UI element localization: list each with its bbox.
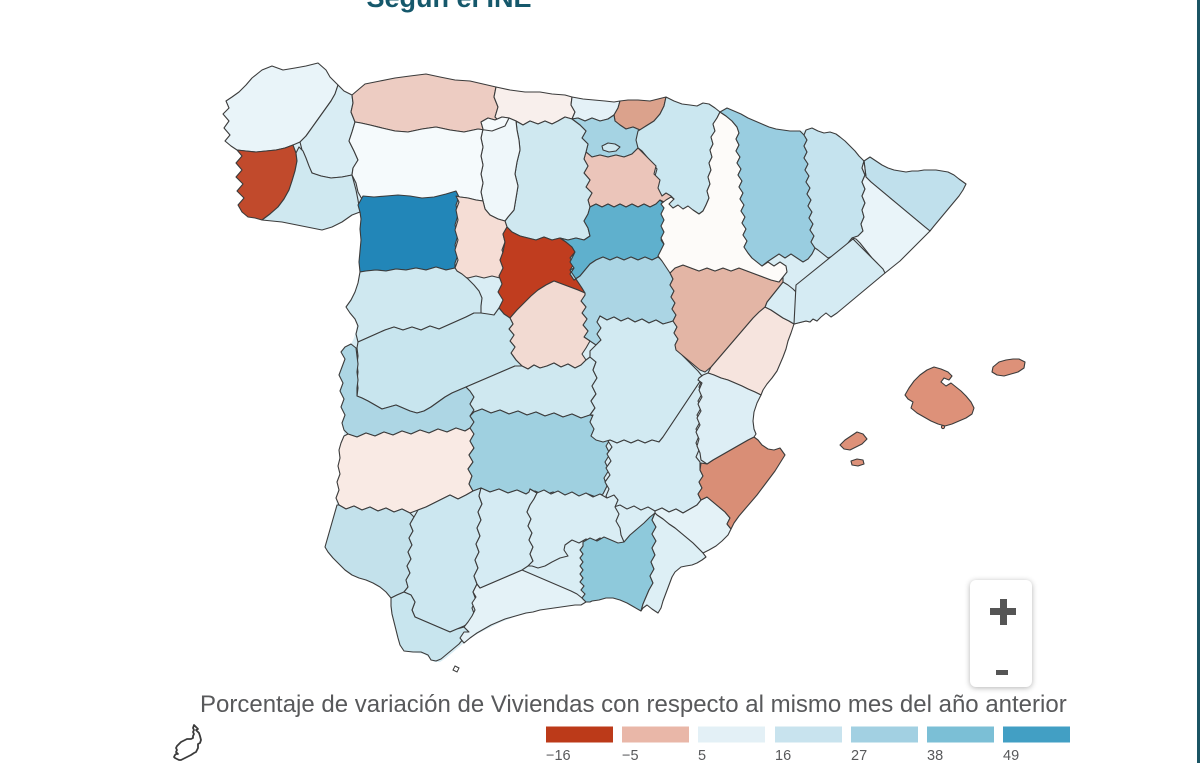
svg-text:49: 49 (1003, 748, 1019, 763)
svg-text:5: 5 (698, 748, 706, 763)
svg-text:38: 38 (927, 748, 943, 763)
svg-text:−5: −5 (622, 748, 639, 763)
svg-text:27: 27 (851, 748, 867, 763)
svg-text:16: 16 (775, 748, 791, 763)
svg-text:−16: −16 (546, 748, 571, 763)
